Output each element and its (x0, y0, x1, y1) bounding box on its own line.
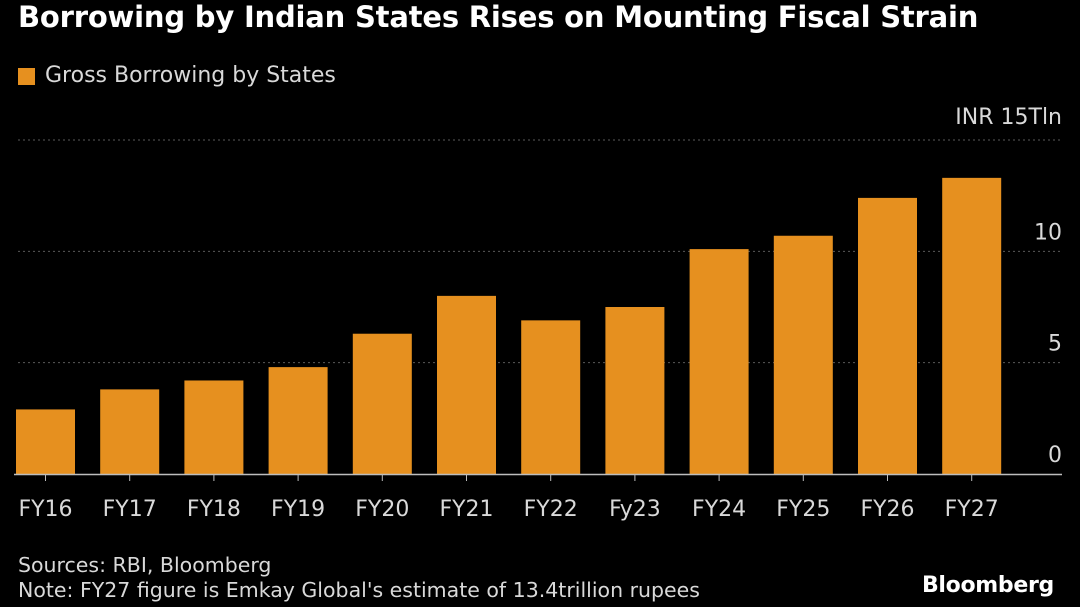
x-tick-label: FY27 (945, 497, 999, 522)
x-tick-label: FY16 (18, 497, 72, 522)
x-tick-label: FY26 (860, 497, 914, 522)
x-tick-label: FY24 (692, 497, 746, 522)
sources-text: Sources: RBI, Bloomberg (18, 553, 272, 577)
y-tick-label: INR 15Tln (955, 105, 1062, 130)
legend-swatch (18, 67, 35, 85)
bar-fy25 (773, 235, 833, 474)
legend-label: Gross Borrowing by States (45, 62, 336, 88)
x-tick-label: FY20 (355, 497, 409, 522)
x-tick-label: Fy23 (609, 497, 661, 522)
legend: Gross Borrowing by States (18, 60, 336, 90)
bar-fy23 (605, 307, 665, 474)
x-tick-label: FY22 (524, 497, 578, 522)
bar-fy24 (689, 249, 749, 474)
x-tick-label: FY17 (103, 497, 157, 522)
x-tick-label: FY18 (187, 497, 241, 522)
bar-fy19 (268, 367, 328, 474)
chart-title: Borrowing by Indian States Rises on Moun… (18, 0, 979, 34)
x-tick-label: FY25 (776, 497, 830, 522)
bar-fy22 (521, 320, 581, 474)
bar-fy20 (352, 333, 412, 474)
x-tick-label: FY21 (439, 497, 493, 522)
bar-fy27 (942, 177, 1002, 474)
bar-fy16 (16, 409, 75, 474)
bar-fy26 (858, 197, 917, 475)
x-tick-label: FY19 (271, 497, 325, 522)
bloomberg-logo: Bloomberg (921, 573, 1054, 598)
y-tick-label: 0 (1048, 443, 1062, 468)
bar-fy21 (437, 295, 496, 474)
y-tick-label: 5 (1048, 332, 1062, 357)
note-text: Note: FY27 figure is Emkay Global's esti… (18, 578, 700, 602)
bar-fy17 (100, 389, 160, 474)
bar-fy18 (184, 380, 244, 474)
y-tick-label: 10 (1034, 220, 1062, 245)
